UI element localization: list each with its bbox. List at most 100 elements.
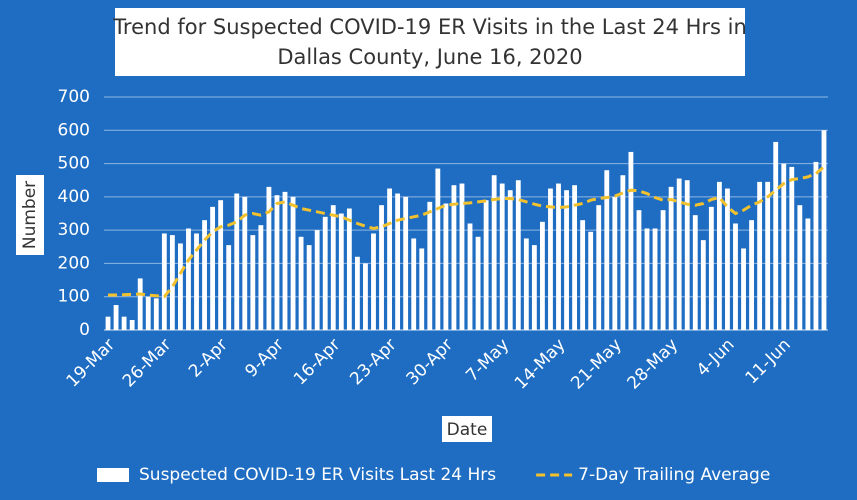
bar [708, 206, 714, 330]
bar [572, 185, 578, 330]
bar [523, 238, 529, 330]
bar [813, 161, 819, 330]
y-tick-label: 100 [58, 287, 90, 307]
x-tick-label: 4-Jun [693, 335, 739, 381]
bar [676, 178, 682, 330]
x-tick-label: 28-May [624, 335, 683, 394]
legend-label: Suspected COVID-19 ER Visits Last 24 Hrs [139, 465, 496, 485]
bar [363, 263, 368, 330]
bar [322, 216, 328, 330]
bar [282, 191, 288, 330]
x-tick-label: 16-Apr [290, 335, 344, 389]
bar [548, 188, 553, 330]
y-axis-title: Number [20, 181, 40, 249]
bar [620, 175, 626, 330]
bar [266, 186, 272, 330]
trend-line [108, 165, 825, 299]
bar [258, 225, 264, 330]
bar [387, 188, 392, 330]
bar [298, 236, 304, 330]
bar [564, 190, 569, 330]
bar [210, 206, 216, 330]
bar [531, 245, 537, 330]
bar [435, 168, 441, 330]
bar [805, 218, 811, 330]
bar [274, 195, 280, 330]
bar [749, 220, 754, 330]
bar [169, 235, 175, 330]
bar [757, 181, 763, 330]
bar [475, 236, 481, 330]
bar [411, 238, 417, 330]
bar [636, 210, 642, 330]
bar [499, 183, 505, 330]
bar [443, 203, 449, 330]
bar [371, 233, 376, 330]
bar [668, 186, 674, 330]
x-tick-label: 26-Mar [119, 335, 175, 391]
x-tick-label: 11-Jun [742, 335, 795, 388]
bar [540, 221, 545, 330]
bar [491, 175, 497, 330]
x-tick-label: 2-Apr [185, 335, 232, 382]
x-tick-label: 9-Apr [241, 335, 288, 382]
bar [395, 193, 401, 330]
bar [290, 196, 296, 330]
x-label-box [442, 416, 492, 442]
chart-title: Trend for Suspected COVID-19 ER Visits i… [112, 15, 747, 39]
bar [789, 166, 795, 330]
bar [700, 240, 706, 330]
y-tick-label: 500 [58, 154, 90, 174]
bar [250, 235, 256, 330]
bar [483, 200, 489, 330]
bar [781, 163, 787, 330]
bar [129, 320, 135, 330]
legend-label: 7-Day Trailing Average [578, 465, 770, 485]
bar [314, 230, 320, 330]
x-tick-label: 7-May [462, 335, 513, 386]
bar [652, 228, 658, 330]
bar [178, 243, 183, 330]
bar [306, 245, 312, 330]
bar [218, 200, 224, 330]
bar [596, 205, 602, 330]
bar [765, 181, 771, 330]
bar [515, 180, 521, 330]
bar [354, 256, 360, 330]
legend-swatch [97, 468, 129, 482]
bar [105, 316, 111, 330]
bar [725, 188, 730, 330]
y-label-box [16, 175, 44, 255]
bar [403, 196, 409, 330]
bar [692, 215, 698, 330]
bar [644, 228, 650, 330]
bar [612, 196, 618, 330]
chart-subtitle: Dallas County, June 16, 2020 [277, 45, 582, 69]
bar [145, 296, 151, 330]
x-tick-label: 30-Apr [403, 335, 457, 389]
bar [628, 151, 634, 330]
y-tick-label: 0 [79, 320, 90, 340]
bar [741, 248, 746, 330]
bar [242, 196, 248, 330]
bar [427, 201, 433, 330]
bar [161, 233, 167, 330]
bar [588, 231, 594, 330]
bar [234, 193, 240, 330]
bar [338, 213, 344, 330]
bar [113, 305, 119, 330]
bar [507, 190, 513, 330]
bar [194, 233, 199, 330]
bar [186, 228, 191, 330]
bar [202, 220, 207, 330]
bar [137, 278, 143, 330]
bar [459, 183, 465, 330]
title-box [115, 8, 745, 76]
y-tick-label: 700 [58, 87, 90, 107]
bar [821, 130, 827, 330]
bar [121, 316, 127, 330]
bar [346, 208, 352, 330]
bar [419, 248, 425, 330]
bar [451, 185, 457, 330]
bar [604, 170, 610, 330]
